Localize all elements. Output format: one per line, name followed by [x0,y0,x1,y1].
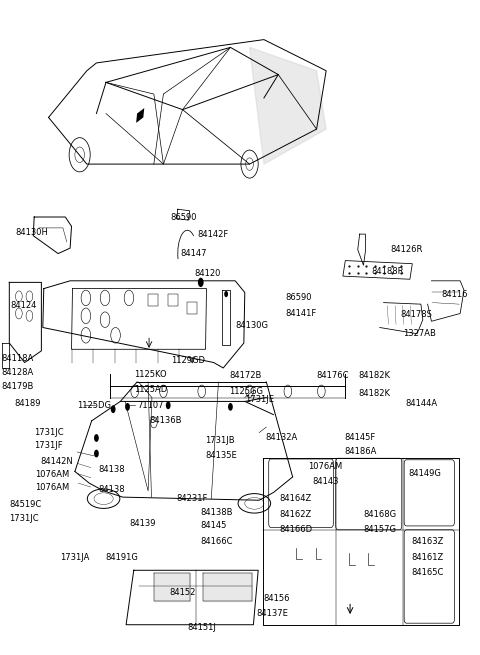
Circle shape [198,278,204,287]
Text: 84519C: 84519C [9,500,42,510]
Text: 1731JA: 1731JA [60,553,90,561]
Text: 84142F: 84142F [197,230,228,238]
Text: 84172B: 84172B [229,371,262,381]
Text: 84142N: 84142N [40,457,72,466]
Text: 84182K: 84182K [359,389,391,398]
Text: 84162Z: 84162Z [279,510,312,519]
Text: 84116: 84116 [441,290,468,299]
Text: 1125DG: 1125DG [77,401,111,410]
Text: 71107: 71107 [137,401,164,410]
Circle shape [228,403,233,411]
Text: 84147: 84147 [180,249,207,258]
Text: 84143: 84143 [313,477,339,486]
Text: 84130G: 84130G [235,322,268,330]
Text: 84176C: 84176C [317,371,349,381]
Text: 84132A: 84132A [265,434,297,443]
Text: 1125AD: 1125AD [134,385,167,394]
Text: 84152: 84152 [169,588,195,597]
Text: 84178S: 84178S [400,310,432,319]
Text: 84138: 84138 [99,485,125,494]
Text: 84137E: 84137E [257,609,288,618]
Text: 84141F: 84141F [286,309,317,318]
Text: 86590: 86590 [170,212,197,221]
Text: 84168G: 84168G [363,510,396,519]
Text: 1731JB: 1731JB [205,436,235,445]
Text: 1731JC: 1731JC [34,428,64,437]
Polygon shape [136,108,144,123]
Circle shape [224,291,228,297]
Text: 84166D: 84166D [279,525,312,534]
Text: 84231F: 84231F [177,494,208,503]
Text: 1731JF: 1731JF [34,441,63,450]
Text: 84128A: 84128A [1,368,34,377]
Circle shape [94,434,99,442]
Circle shape [125,403,130,411]
Bar [168,294,178,307]
Text: 84124: 84124 [10,301,36,310]
Text: 84145F: 84145F [344,434,375,443]
Text: 84126R: 84126R [391,245,423,254]
Circle shape [94,450,99,457]
Text: 1731JE: 1731JE [245,394,274,403]
Text: 84151J: 84151J [187,622,216,631]
Text: 84149G: 84149G [408,469,441,478]
Polygon shape [154,573,190,601]
Text: 84188R: 84188R [372,267,404,276]
Text: 84163Z: 84163Z [411,537,444,546]
Polygon shape [203,573,252,601]
Text: 84156: 84156 [263,594,289,603]
Text: 84189: 84189 [14,400,41,408]
Text: 1327AB: 1327AB [403,329,436,338]
Text: 1125KO: 1125KO [134,369,167,379]
Text: 84145: 84145 [201,521,227,531]
Text: 84120: 84120 [194,269,221,278]
Circle shape [166,402,170,409]
Text: 84165C: 84165C [411,568,444,577]
Text: 1076AM: 1076AM [35,470,70,479]
Text: 84191G: 84191G [105,553,138,561]
Text: 1076AM: 1076AM [35,483,70,491]
Text: 1129GD: 1129GD [170,356,204,365]
Text: 84130H: 84130H [15,228,48,237]
Text: 1076AM: 1076AM [308,462,342,470]
Text: 84164Z: 84164Z [279,494,312,503]
Text: 84179B: 84179B [1,382,34,391]
Text: 86590: 86590 [286,293,312,303]
Text: 84186A: 84186A [344,447,377,457]
Text: 84166C: 84166C [201,537,233,546]
Text: 84138B: 84138B [201,508,233,517]
Bar [187,302,197,314]
Text: 84157G: 84157G [363,525,396,534]
Text: 84144A: 84144A [405,400,437,408]
Text: 84138: 84138 [99,464,125,474]
Text: 84182K: 84182K [359,371,391,381]
Text: 84135E: 84135E [205,451,237,460]
Text: 1731JC: 1731JC [9,514,39,523]
Text: 1125GG: 1125GG [229,387,264,396]
Polygon shape [250,47,326,164]
Text: 84139: 84139 [129,519,156,528]
Text: 84161Z: 84161Z [411,553,444,561]
Text: 84136B: 84136B [149,417,181,425]
Circle shape [111,405,116,413]
Bar [148,294,157,307]
Text: 84118A: 84118A [1,354,34,363]
